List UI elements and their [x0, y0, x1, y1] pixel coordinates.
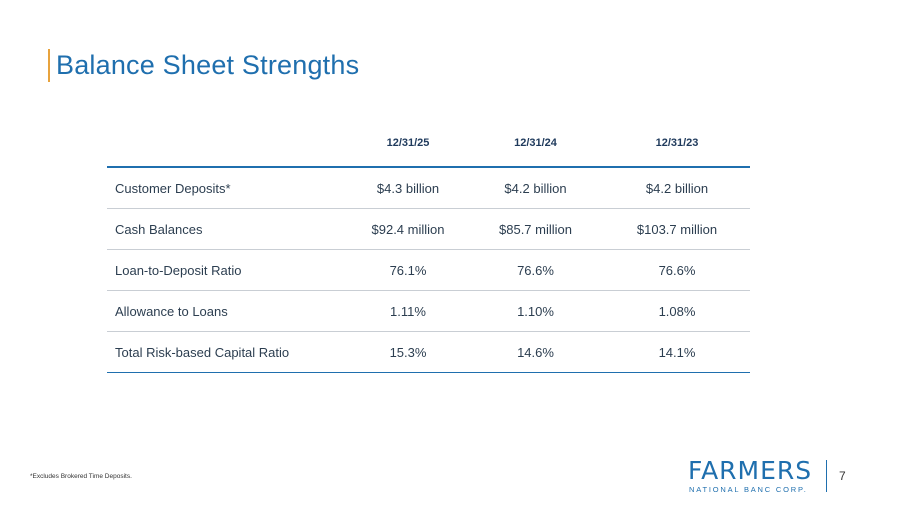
- table-cell: $92.4 million: [349, 208, 467, 250]
- row-label: Cash Balances: [107, 208, 349, 250]
- row-label: Total Risk-based Capital Ratio: [107, 331, 349, 373]
- table-cell: 1.08%: [604, 290, 750, 332]
- table-row: Cash Balances $92.4 million $85.7 millio…: [107, 208, 750, 250]
- page-title: Balance Sheet Strengths: [56, 50, 360, 80]
- table-cell: $85.7 million: [467, 208, 604, 250]
- logo-subtitle: NATIONAL BANC CORP.: [689, 485, 808, 494]
- table-row: Allowance to Loans 1.11% 1.10% 1.08%: [107, 290, 750, 332]
- title-accent-bar: [48, 49, 50, 82]
- row-label: Allowance to Loans: [107, 290, 349, 332]
- table-cell: $103.7 million: [604, 208, 750, 250]
- table-cell: 76.1%: [349, 249, 467, 291]
- table-cell: $4.2 billion: [467, 167, 604, 209]
- table-row: Customer Deposits* $4.3 billion $4.2 bil…: [107, 167, 750, 209]
- row-label: Customer Deposits*: [107, 167, 349, 209]
- page-number: 7: [839, 469, 846, 483]
- table-cell: 15.3%: [349, 331, 467, 373]
- table-cell: 76.6%: [467, 249, 604, 291]
- header-12-31-24: 12/31/24: [467, 120, 604, 168]
- table-cell: 1.11%: [349, 290, 467, 332]
- table-cell: 1.10%: [467, 290, 604, 332]
- table-header-row: 12/31/25 12/31/24 12/31/23: [107, 120, 750, 168]
- logo-divider: [826, 460, 827, 492]
- balance-sheet-table: 12/31/25 12/31/24 12/31/23 Customer Depo…: [107, 120, 750, 373]
- farmers-logo: FARMERS NATIONAL BANC CORP.: [688, 458, 818, 498]
- table-row: Loan-to-Deposit Ratio 76.1% 76.6% 76.6%: [107, 249, 750, 291]
- header-12-31-25: 12/31/25: [349, 120, 467, 168]
- table-cell: 76.6%: [604, 249, 750, 291]
- logo-wordmark: FARMERS: [688, 456, 813, 485]
- footnote: *Excludes Brokered Time Deposits.: [30, 473, 132, 480]
- table-cell: 14.1%: [604, 331, 750, 373]
- table-cell: $4.2 billion: [604, 167, 750, 209]
- header-label-col: [107, 120, 349, 168]
- table-cell: 14.6%: [467, 331, 604, 373]
- row-label: Loan-to-Deposit Ratio: [107, 249, 349, 291]
- table-cell: $4.3 billion: [349, 167, 467, 209]
- header-12-31-23: 12/31/23: [604, 120, 750, 168]
- table-row: Total Risk-based Capital Ratio 15.3% 14.…: [107, 331, 750, 373]
